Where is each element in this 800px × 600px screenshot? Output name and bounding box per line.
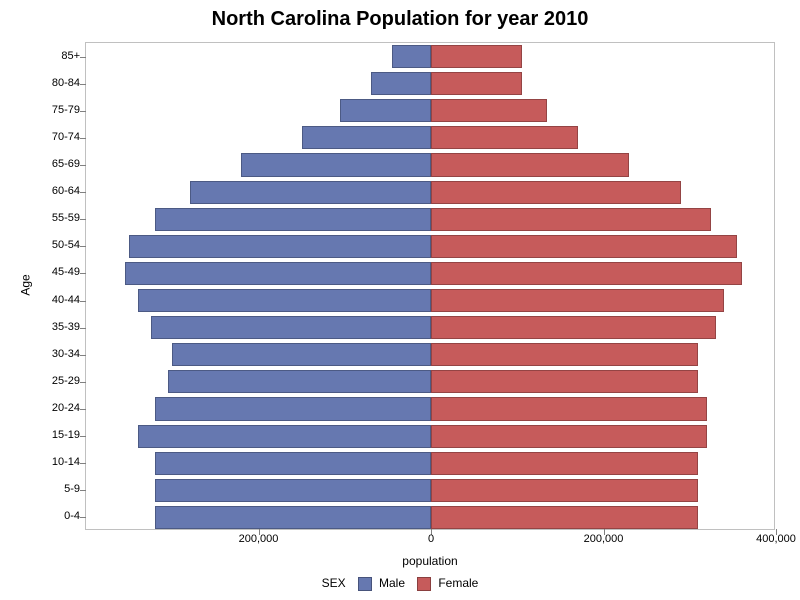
bar-female <box>431 45 522 68</box>
y-tick-label: 45-49 <box>52 266 86 278</box>
y-tick-label: 50-54 <box>52 239 86 251</box>
bar-female <box>431 479 698 502</box>
bar-female <box>431 452 698 475</box>
bar-male <box>151 316 431 339</box>
bar-female <box>431 208 711 231</box>
x-axis-label: population <box>85 554 775 568</box>
y-tick-label: 0-4 <box>64 510 86 522</box>
plot-area: 200,0000200,000400,0000-45-910-1415-1920… <box>85 42 775 530</box>
bar-female <box>431 99 547 122</box>
y-tick-label: 75-79 <box>52 104 86 116</box>
bar-female <box>431 316 716 339</box>
bar-female <box>431 425 707 448</box>
legend-item-male: Male <box>358 576 405 591</box>
y-tick-label: 85+ <box>61 50 86 62</box>
legend-label-male: Male <box>379 576 405 590</box>
bar-male <box>168 370 431 393</box>
x-tick-label: 400,000 <box>756 529 796 545</box>
bar-male <box>129 235 431 258</box>
chart-container: North Carolina Population for year 2010 … <box>0 0 800 600</box>
x-tick-label: 200,000 <box>584 529 624 545</box>
bar-male <box>371 72 431 95</box>
bar-male <box>155 397 431 420</box>
y-tick-label: 60-64 <box>52 185 86 197</box>
bar-female <box>431 506 698 529</box>
y-tick-label: 10-14 <box>52 456 86 468</box>
male-swatch <box>358 577 372 591</box>
y-tick-label: 5-9 <box>64 483 86 495</box>
bar-male <box>138 289 431 312</box>
x-tick-label: 200,000 <box>239 529 279 545</box>
bar-male <box>172 343 431 366</box>
bar-female <box>431 235 737 258</box>
y-tick-label: 40-44 <box>52 294 86 306</box>
bar-female <box>431 370 698 393</box>
bar-male <box>340 99 431 122</box>
bar-female <box>431 262 742 285</box>
y-tick-label: 35-39 <box>52 321 86 333</box>
y-tick-label: 25-29 <box>52 375 86 387</box>
bar-female <box>431 72 522 95</box>
legend: SEX Male Female <box>0 576 800 591</box>
chart-title: North Carolina Population for year 2010 <box>0 0 800 35</box>
y-tick-label: 65-69 <box>52 158 86 170</box>
bar-male <box>155 208 431 231</box>
bar-male <box>302 126 431 149</box>
y-tick-label: 20-24 <box>52 402 86 414</box>
bar-male <box>155 506 431 529</box>
y-tick-label: 15-19 <box>52 429 86 441</box>
bar-male <box>241 153 431 176</box>
legend-title: SEX <box>322 576 346 590</box>
bar-female <box>431 153 629 176</box>
bar-male <box>155 452 431 475</box>
female-swatch <box>417 577 431 591</box>
bar-female <box>431 343 698 366</box>
bar-male <box>190 181 432 204</box>
bar-female <box>431 126 578 149</box>
y-axis-label: Age <box>19 274 33 295</box>
bar-female <box>431 289 724 312</box>
bar-male <box>138 425 431 448</box>
bar-male <box>125 262 431 285</box>
x-tick-label: 0 <box>428 529 434 545</box>
legend-label-female: Female <box>438 576 478 590</box>
bar-male <box>155 479 431 502</box>
bar-female <box>431 397 707 420</box>
y-tick-label: 55-59 <box>52 212 86 224</box>
y-tick-label: 30-34 <box>52 348 86 360</box>
y-tick-label: 80-84 <box>52 77 86 89</box>
y-tick-label: 70-74 <box>52 131 86 143</box>
bar-male <box>392 45 431 68</box>
legend-item-female: Female <box>417 576 478 591</box>
bar-female <box>431 181 681 204</box>
